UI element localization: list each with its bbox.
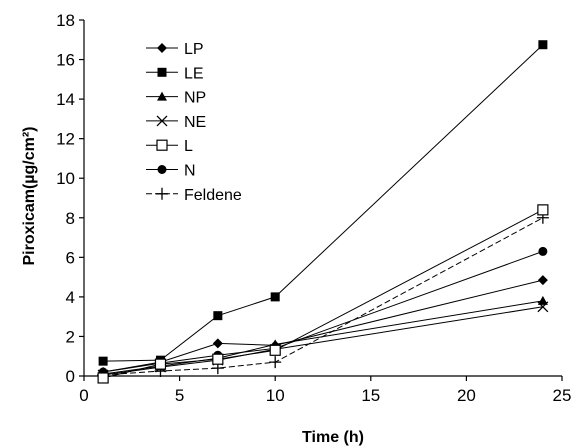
x-tick-label: 10: [266, 386, 285, 405]
data-point-square: [538, 40, 548, 50]
x-tick-label: 5: [175, 386, 184, 405]
x-tick-label: 20: [457, 386, 476, 405]
y-tick-label: 16: [56, 51, 75, 70]
data-point-plus: [269, 356, 282, 369]
legend-label: LE: [184, 65, 204, 82]
series-n: [98, 246, 548, 377]
legend: LP LE NP NE LN Feldene: [146, 41, 242, 204]
data-point-open-square: [97, 372, 109, 384]
ticks: 0 5 10 15 20 25 0 2 4 6 8 10 12 14 16 18: [56, 11, 571, 405]
data-point-triangle: [157, 91, 167, 101]
data-point-square: [213, 311, 223, 321]
y-tick-label: 0: [66, 367, 75, 386]
y-tick-label: 14: [56, 90, 75, 109]
series-l: [97, 204, 549, 384]
legend-label: LP: [184, 41, 204, 58]
legend-item: NE: [146, 114, 206, 131]
x-tick-label: 25: [553, 386, 572, 405]
axes: [83, 20, 562, 377]
series-line: [103, 217, 544, 376]
legend-label: NP: [184, 90, 206, 107]
y-axis-title: Piroxicam(µg/cm²): [21, 126, 38, 265]
data-point-square: [270, 292, 280, 302]
data-point-open-square: [269, 344, 281, 356]
x-tick-label: 15: [361, 386, 380, 405]
series-line: [103, 279, 543, 373]
data-point-circle: [538, 246, 548, 256]
legend-label: NE: [184, 114, 206, 131]
series-line: [103, 44, 544, 362]
y-tick-label: 18: [56, 11, 75, 30]
legend-label: N: [184, 163, 196, 180]
data-point-x: [537, 301, 549, 313]
x-tick-label: 0: [79, 386, 88, 405]
data-point-open-square: [537, 204, 549, 216]
x-axis-title: Time (h): [302, 429, 364, 446]
legend-item: Feldene: [146, 187, 242, 204]
data-point-diamond: [537, 275, 548, 286]
legend-label: Feldene: [184, 187, 242, 204]
legend-item: LP: [146, 41, 204, 58]
series-layer: [97, 40, 549, 384]
y-tick-label: 2: [66, 327, 75, 346]
y-tick-label: 8: [66, 209, 75, 228]
legend-item: LE: [146, 65, 204, 82]
legend-label: L: [184, 138, 193, 155]
legend-item: L: [146, 138, 193, 155]
data-point-diamond: [157, 43, 167, 53]
data-point-square: [157, 67, 167, 77]
y-tick-label: 4: [66, 288, 75, 307]
y-tick-label: 10: [56, 169, 75, 188]
y-tick-label: 6: [66, 248, 75, 267]
data-point-plus: [156, 187, 168, 200]
data-point-triangle: [537, 295, 548, 305]
data-point-open-square: [212, 353, 224, 365]
data-point-square: [98, 356, 108, 366]
series-line: [103, 209, 544, 379]
data-point-x: [156, 115, 168, 127]
series-feldene: [97, 211, 549, 382]
data-point-open-square: [154, 358, 167, 370]
data-point-diamond: [212, 338, 223, 349]
y-tick-label: 12: [56, 130, 75, 149]
legend-item: NP: [146, 90, 206, 107]
data-point-open-square: [156, 139, 168, 151]
data-point-circle: [157, 165, 167, 174]
legend-item: N: [146, 163, 196, 180]
